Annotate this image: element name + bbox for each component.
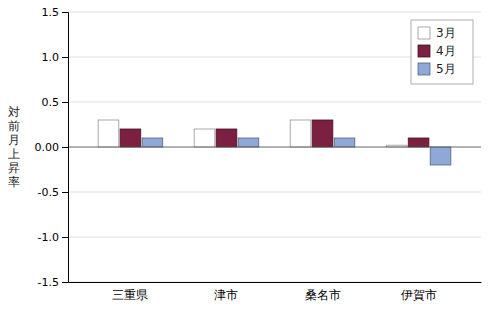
y-tick-label: -1.0 — [38, 231, 59, 244]
grid-line — [68, 12, 481, 13]
x-tick-label: 伊賀市 — [401, 288, 437, 302]
y-tick-mark — [62, 282, 68, 283]
zero-line — [68, 147, 481, 148]
y-axis-line — [62, 13, 69, 283]
x-axis-line — [69, 282, 482, 283]
y-tick-label: 0.5 — [42, 96, 60, 109]
y-tick: -0.5 — [38, 186, 68, 199]
y-tick: 1.0 — [42, 51, 69, 64]
x-tick-label: 桑名市 — [305, 288, 341, 302]
grid-line — [68, 147, 481, 148]
x-tick: 三重県 — [112, 288, 148, 302]
bar — [216, 129, 237, 147]
x-axis: 三重県 津市 桑名市 伊賀市 — [69, 283, 482, 302]
bar-series — [120, 120, 429, 147]
legend-item: 5月 — [418, 62, 456, 76]
y-tick-mark — [62, 12, 68, 13]
y-tick: -1.0 — [38, 231, 68, 244]
legend-swatch — [418, 45, 430, 57]
y-axis: -1.5 -1.0 -0.5 0.00 0.5 1.0 1.5 — [35, 6, 69, 289]
bar — [430, 147, 451, 165]
x-tick: 津市 — [214, 288, 238, 302]
bar — [334, 138, 355, 147]
y-tick: 1.5 — [42, 6, 69, 19]
grid-line — [68, 192, 481, 193]
chart: -1.5 -1.0 -0.5 0.00 0.5 1.0 1.5 三重県 津市 桑名市 伊賀市 3月 4月… — [0, 0, 493, 312]
legend-swatch — [418, 63, 430, 75]
bars — [98, 120, 451, 165]
x-tick: 伊賀市 — [401, 288, 437, 302]
grid — [68, 12, 481, 282]
legend-label: 3月 — [436, 26, 456, 40]
bar — [290, 120, 311, 147]
bar — [312, 120, 333, 147]
y-tick-label: 1.5 — [42, 6, 60, 19]
x-tick: 桑名市 — [305, 288, 341, 302]
y-tick-label: 1.0 — [42, 51, 60, 64]
x-tick-label: 津市 — [214, 288, 238, 302]
grid-line — [68, 102, 481, 103]
y-tick: -1.5 — [38, 276, 68, 289]
bar — [142, 138, 163, 147]
bar — [194, 129, 215, 147]
y-tick-label: 0.00 — [35, 141, 60, 154]
legend-item: 3月 — [418, 26, 456, 40]
legend-box — [411, 20, 473, 84]
y-tick-mark — [62, 192, 68, 193]
y-tick-mark — [62, 57, 68, 58]
plot: -1.5 -1.0 -0.5 0.00 0.5 1.0 1.5 三重県 津市 桑名市 伊賀市 3月 4月… — [35, 6, 482, 302]
y-tick-mark — [62, 102, 68, 103]
legend-item: 4月 — [418, 44, 456, 58]
bar-series — [98, 120, 407, 147]
bar — [238, 138, 259, 147]
legend-label: 5月 — [436, 62, 456, 76]
x-tick-label: 三重県 — [112, 288, 148, 302]
bar — [98, 120, 119, 147]
y-tick-label: -0.5 — [38, 186, 59, 199]
bar — [120, 129, 141, 147]
y-tick: 0.5 — [42, 96, 69, 109]
y-axis-title: 対前月上昇率 — [8, 105, 20, 189]
grid-line — [68, 237, 481, 238]
y-tick-mark — [62, 237, 68, 238]
y-tick-mark — [62, 147, 68, 148]
bar — [408, 138, 429, 147]
legend: 3月 4月 5月 — [411, 20, 473, 84]
legend-label: 4月 — [436, 44, 456, 58]
y-tick-label: -1.5 — [38, 276, 59, 289]
bar-series — [142, 138, 451, 165]
legend-swatch — [418, 27, 430, 39]
y-tick: 0.00 — [35, 141, 69, 154]
grid-line — [68, 282, 481, 283]
